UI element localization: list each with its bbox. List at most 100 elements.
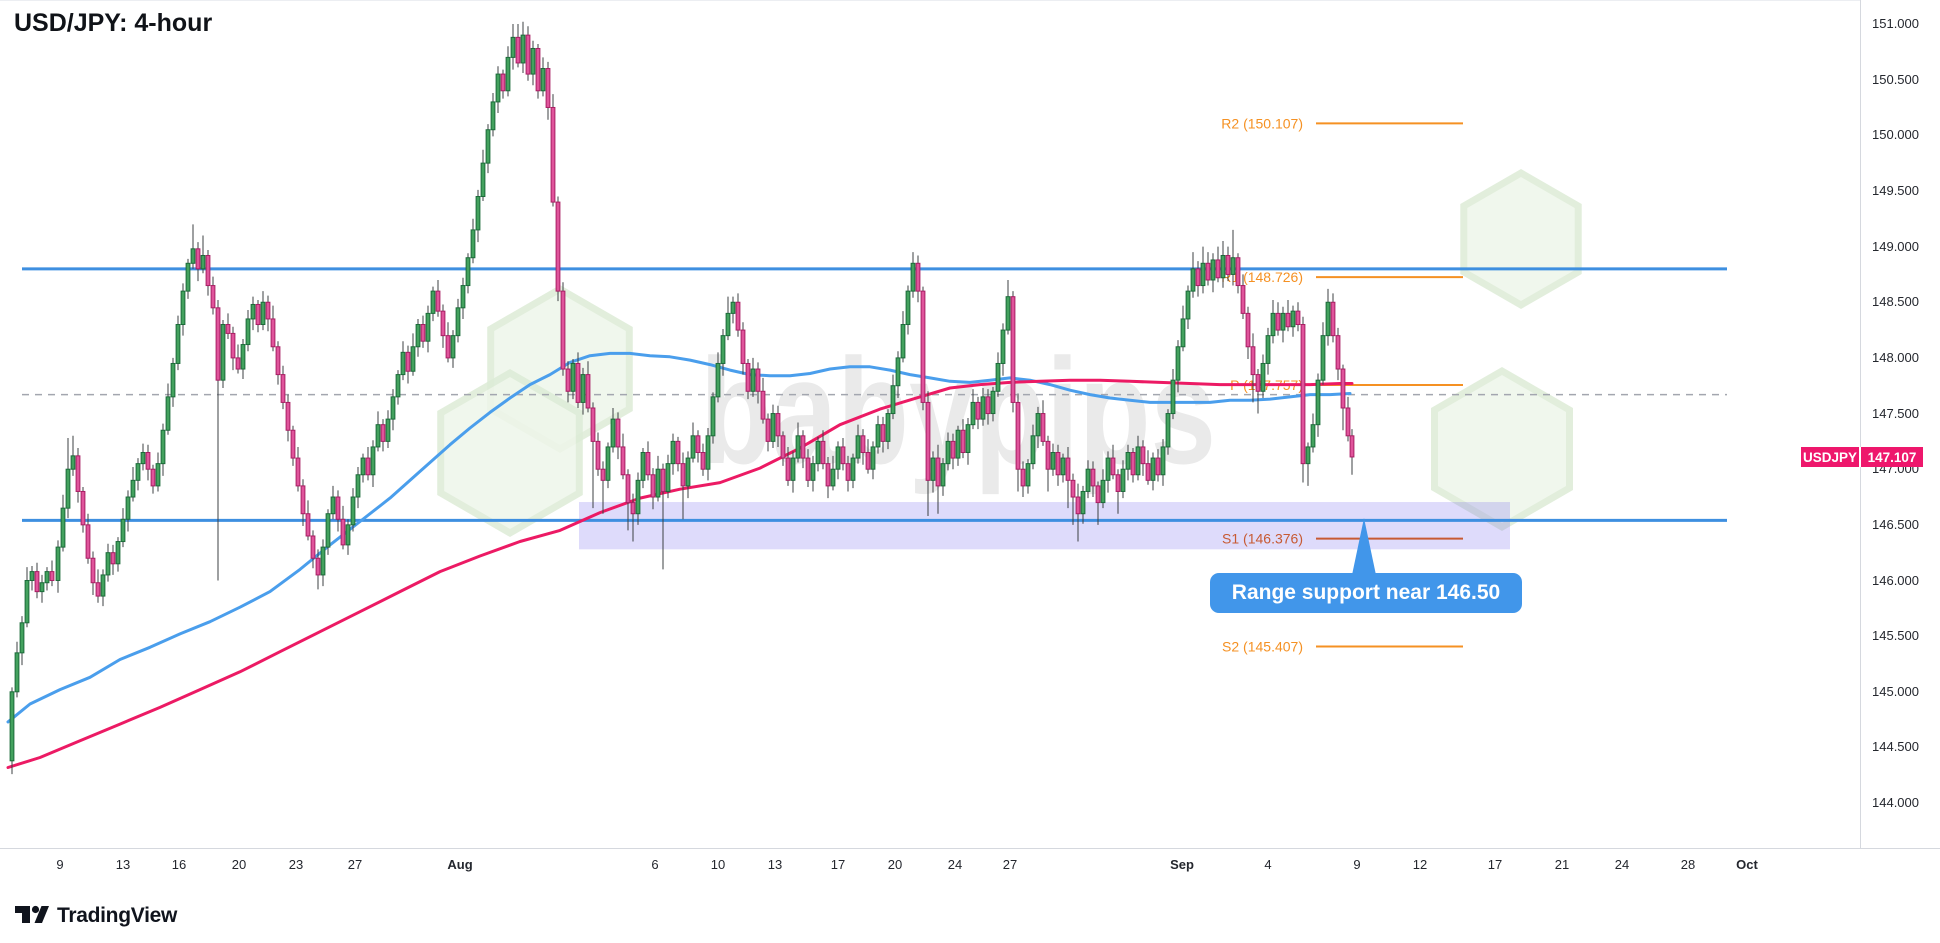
price-axis-label: 144.500 [1872, 739, 1919, 755]
price-tag-symbol: USDJPY [1801, 447, 1859, 467]
candle-up [1260, 362, 1266, 392]
candle-up [165, 396, 171, 431]
candle-down [1070, 479, 1076, 498]
chart-area[interactable]: babypips R2 (150.107) R1 (148.726) P (147.… [0, 0, 1860, 849]
candle-up [1150, 457, 1156, 481]
candle-down [210, 285, 216, 309]
candle-down [335, 496, 341, 520]
time-axis-label: 13 [115, 857, 131, 872]
time-axis-label: 17 [1487, 857, 1503, 872]
time-axis-month-label: Aug [447, 857, 473, 872]
callout-pointer [1352, 518, 1376, 575]
range-support-callout[interactable]: Range support near 146.50 [1210, 573, 1522, 613]
candle-up [665, 463, 671, 492]
time-axis-label: 13 [767, 857, 783, 872]
candle-up [130, 479, 136, 498]
candle-up [835, 446, 841, 470]
pivot-label-S1: S1 (146.376) [1222, 531, 1303, 547]
candle-up [850, 457, 856, 481]
candle-down [950, 440, 956, 459]
time-axis-label: 10 [710, 857, 726, 872]
candle-down [310, 535, 316, 559]
candle-up [140, 452, 146, 465]
candle-down [1245, 312, 1251, 348]
candle-down [300, 485, 306, 515]
candle-up [14, 652, 20, 693]
last-price-tag[interactable]: USDJPY 147.107 [1801, 447, 1923, 467]
candle-up [1185, 290, 1191, 320]
candle-down [285, 401, 291, 431]
candle-up [485, 129, 491, 164]
candle-up [875, 424, 881, 448]
candle-up [1315, 379, 1321, 426]
candle-up [945, 440, 951, 465]
price-axis[interactable]: 151.000 150.500 150.000 149.500 149.000 148.5… [1860, 0, 1940, 848]
candle-up [685, 457, 691, 487]
candle-up [1230, 257, 1236, 275]
candle-up [900, 324, 906, 359]
candle-down [735, 301, 741, 331]
candle-up [345, 524, 351, 546]
candle-down [1130, 452, 1136, 476]
time-axis-label: 16 [171, 857, 187, 872]
candle-up [955, 429, 961, 459]
time-axis-label: 27 [347, 857, 363, 872]
candle-down [1275, 312, 1281, 331]
candle-up [1120, 468, 1126, 492]
candle-down [840, 446, 846, 465]
candle-up [44, 571, 50, 584]
candle-up [29, 571, 35, 582]
candle-up [135, 463, 141, 481]
candle-down [255, 303, 261, 326]
chart-canvas[interactable]: babypips R2 (150.107)R1 (148.726)P (147.… [0, 1, 1860, 849]
candle-down [700, 452, 706, 470]
candle-up [185, 262, 191, 292]
candle-up [330, 496, 336, 515]
candle-down [1045, 440, 1051, 470]
price-axis-label: 148.500 [1872, 294, 1919, 310]
candle-down [620, 446, 626, 476]
time-axis-month-label: Sep [1170, 857, 1194, 872]
candle-up [1280, 312, 1286, 331]
candle-down [1140, 446, 1146, 465]
candle-down [440, 310, 446, 337]
candle-up [670, 440, 676, 465]
page-title: USD/JPY: 4-hour [14, 9, 213, 37]
candle-up [1180, 318, 1186, 348]
candle-down [1330, 301, 1336, 337]
candle-down [380, 424, 386, 442]
candle-down [295, 457, 301, 487]
candle-down [615, 418, 621, 448]
candle-down [49, 571, 55, 582]
candle-up [450, 335, 456, 359]
candle-down [765, 418, 771, 442]
candle-down [225, 324, 231, 334]
candle-down [365, 457, 371, 476]
candle-down [575, 362, 581, 403]
candle-up [905, 290, 911, 326]
candle-down [545, 68, 551, 108]
hexagon-watermark-icon [1431, 366, 1573, 532]
candle-down [1055, 452, 1061, 476]
candle-up [155, 463, 161, 487]
candle-down [1110, 457, 1116, 476]
candle-up [505, 56, 511, 92]
candle-up [730, 301, 736, 314]
candle-down [1240, 285, 1246, 314]
price-axis-label: 146.000 [1872, 572, 1919, 588]
candle-up [1305, 446, 1311, 465]
time-axis-label: 9 [1353, 857, 1361, 872]
candle-up [1135, 446, 1141, 476]
candle-up [930, 457, 936, 481]
candle-up [160, 429, 166, 465]
candle-down [915, 262, 921, 292]
candle-up [610, 418, 616, 448]
candle-down [660, 468, 666, 492]
candle-up [250, 303, 256, 320]
candle-up [1125, 452, 1131, 470]
time-axis[interactable]: 9 13 16 20 23 27 Aug 6 10 13 17 20 24 27 Sep 4 9 12 17 21 24… [0, 848, 1940, 883]
tradingview-logo[interactable]: TradingView [14, 902, 177, 929]
candle-up [530, 47, 536, 75]
time-axis-label: 21 [1554, 857, 1570, 872]
candle-up [1105, 457, 1111, 481]
